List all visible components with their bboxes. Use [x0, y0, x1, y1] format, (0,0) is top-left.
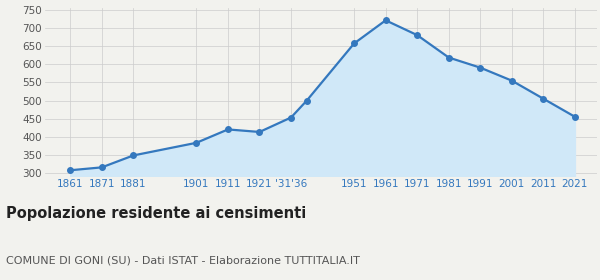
Point: [381, 18, 391, 23]
Point: [286, 115, 296, 120]
Point: [191, 141, 201, 145]
Text: COMUNE DI GONI (SU) - Dati ISTAT - Elaborazione TUTTITALIA.IT: COMUNE DI GONI (SU) - Dati ISTAT - Elabo…: [6, 255, 360, 265]
Point: [539, 97, 548, 101]
Point: [507, 78, 517, 83]
Point: [412, 33, 422, 37]
Point: [97, 165, 107, 170]
Text: Popolazione residente ai censimenti: Popolazione residente ai censimenti: [6, 206, 306, 221]
Point: [254, 130, 264, 134]
Point: [223, 127, 233, 132]
Point: [570, 115, 580, 119]
Point: [444, 55, 454, 60]
Point: [65, 168, 75, 172]
Point: [349, 41, 359, 46]
Point: [475, 66, 485, 70]
Point: [128, 153, 138, 158]
Point: [302, 98, 311, 103]
